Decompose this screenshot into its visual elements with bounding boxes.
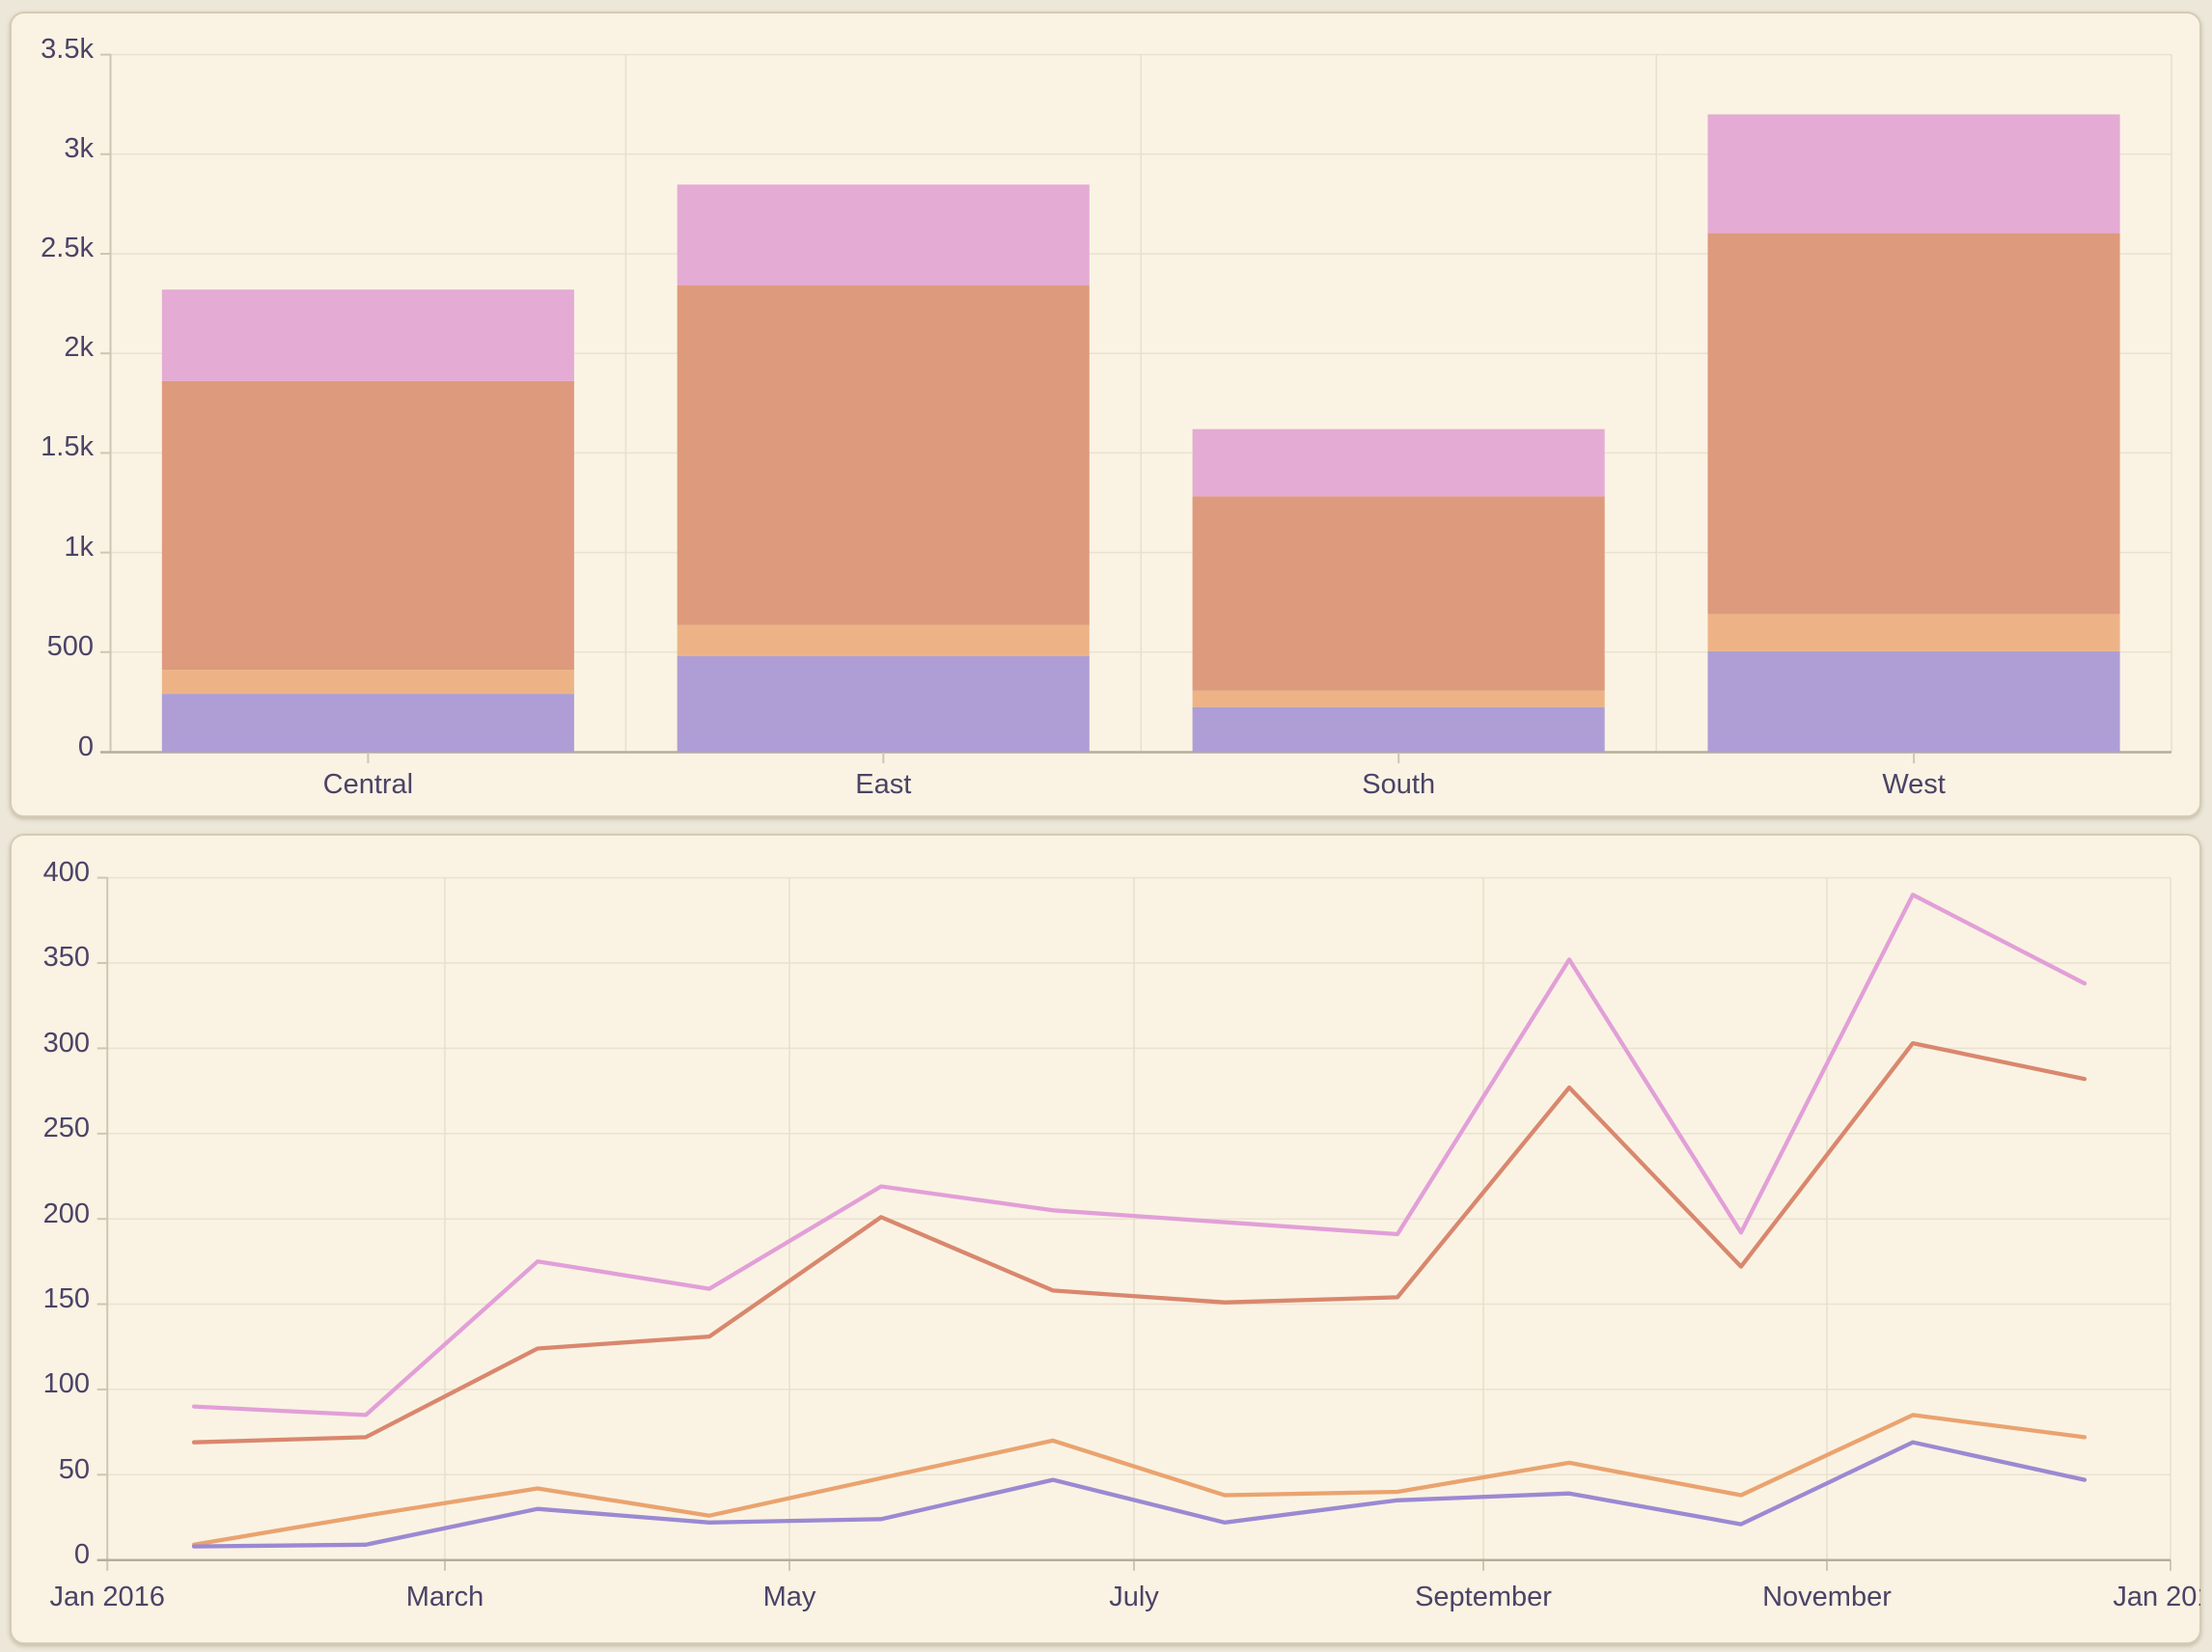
svg-text:East: East (855, 769, 911, 800)
svg-text:1k: 1k (64, 532, 94, 563)
svg-text:2k: 2k (64, 332, 94, 363)
svg-text:100: 100 (43, 1368, 90, 1399)
svg-text:0: 0 (78, 731, 94, 762)
svg-text:1.5k: 1.5k (41, 431, 94, 462)
svg-text:200: 200 (43, 1198, 90, 1229)
svg-text:July: July (1109, 1582, 1159, 1612)
svg-text:South: South (1362, 769, 1435, 800)
svg-text:3k: 3k (64, 133, 94, 164)
svg-text:September: September (1415, 1582, 1552, 1612)
svg-text:50: 50 (59, 1454, 90, 1485)
svg-text:350: 350 (43, 942, 90, 973)
svg-text:Jan 2017: Jan 2017 (2113, 1582, 2212, 1612)
svg-text:November: November (1762, 1582, 1892, 1612)
svg-text:400: 400 (43, 857, 90, 888)
svg-text:West: West (1882, 769, 1946, 800)
svg-text:3.5k: 3.5k (41, 34, 94, 65)
svg-text:150: 150 (43, 1283, 90, 1314)
svg-text:2.5k: 2.5k (41, 233, 94, 263)
svg-text:Central: Central (323, 769, 414, 800)
svg-text:0: 0 (74, 1539, 90, 1570)
svg-text:500: 500 (47, 631, 94, 662)
svg-text:March: March (406, 1582, 484, 1612)
svg-text:300: 300 (43, 1028, 90, 1059)
svg-text:Jan 2016: Jan 2016 (50, 1582, 165, 1612)
svg-text:250: 250 (43, 1113, 90, 1143)
svg-text:May: May (763, 1582, 816, 1612)
